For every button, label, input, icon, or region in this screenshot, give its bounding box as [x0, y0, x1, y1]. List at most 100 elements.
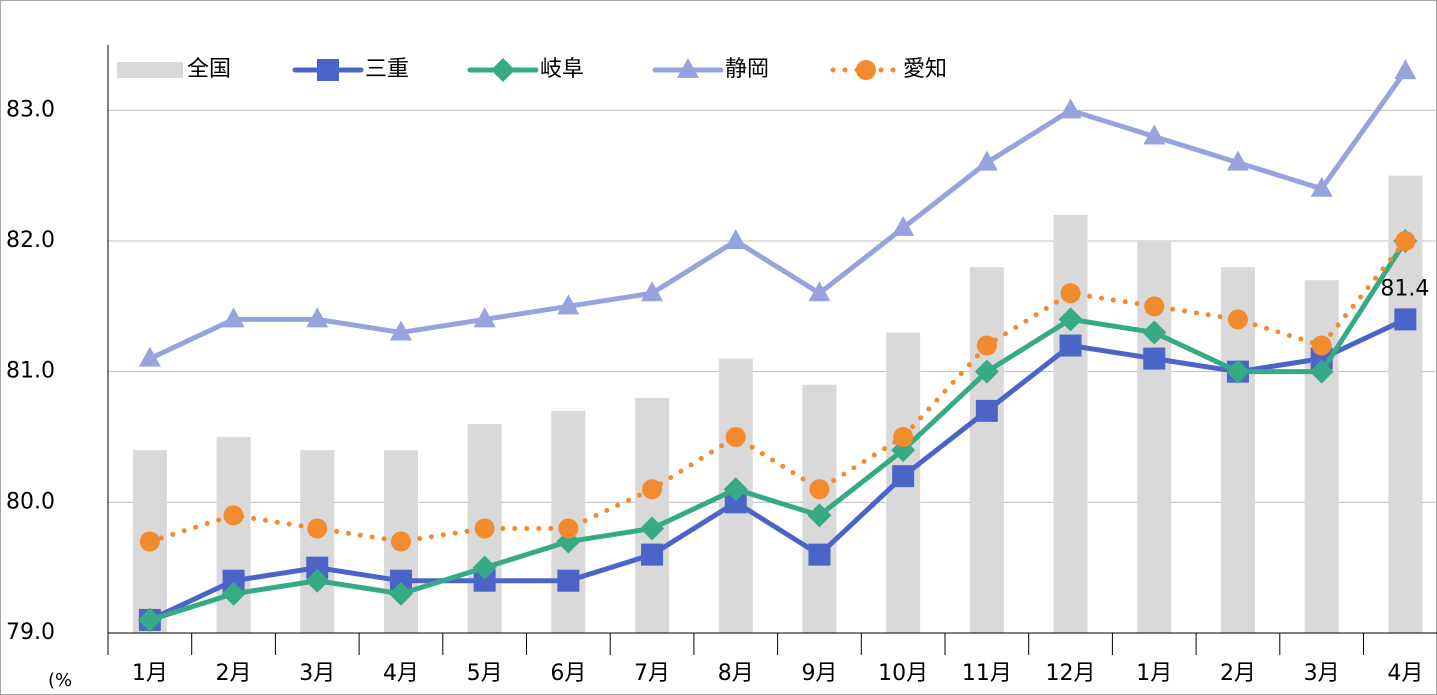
- marker-diamond: [807, 503, 832, 528]
- marker-triangle: [473, 307, 496, 328]
- marker-circle: [856, 60, 876, 80]
- legend-label: 全国: [187, 57, 231, 82]
- marker-circle: [474, 518, 495, 539]
- marker-triangle: [1226, 150, 1249, 171]
- y-tick-label: 80.0: [6, 489, 55, 514]
- marker-square: [389, 569, 412, 592]
- marker-diamond: [472, 555, 497, 580]
- legend-label: 三重: [365, 57, 409, 82]
- y-tick-label: 79.0: [6, 620, 55, 645]
- marker-diamond: [491, 58, 515, 82]
- marker-square: [641, 543, 664, 566]
- marker-square: [1059, 334, 1082, 357]
- x-tick-label: 5月: [467, 661, 503, 686]
- legend-label: 静岡: [725, 57, 769, 82]
- marker-circle: [1227, 309, 1248, 330]
- bar: [1304, 280, 1339, 633]
- marker-circle: [1395, 231, 1416, 251]
- marker-diamond: [640, 516, 665, 541]
- bar: [1053, 214, 1088, 633]
- marker-circle: [893, 427, 914, 447]
- legend-label: 愛知: [903, 57, 947, 82]
- marker-diamond: [305, 568, 330, 593]
- x-tick-label: 12月: [1046, 661, 1096, 686]
- x-tick-label: 10月: [878, 661, 928, 686]
- x-tick-label: 9月: [801, 661, 837, 686]
- marker-circle: [307, 518, 328, 539]
- marker-triangle: [1394, 59, 1417, 80]
- x-tick-label: 1月: [1136, 661, 1172, 686]
- line: [147, 238, 1408, 545]
- marker-diamond: [1225, 359, 1250, 384]
- marker-triangle: [677, 58, 699, 78]
- bar: [969, 267, 1004, 633]
- bar: [635, 397, 670, 633]
- marker-triangle: [724, 229, 747, 249]
- legend-label: 岐阜: [540, 57, 584, 82]
- x-tick-label: 3月: [299, 661, 335, 686]
- marker-circle: [1311, 335, 1332, 356]
- x-tick-label: 6月: [550, 661, 586, 686]
- y-axis-label: (%: [48, 670, 72, 691]
- x-tick-label: 3月: [1304, 661, 1340, 686]
- marker-circle: [139, 531, 160, 552]
- marker-circle: [1060, 283, 1081, 304]
- marker-triangle: [306, 307, 329, 328]
- line: [147, 238, 1408, 623]
- bar: [300, 450, 335, 633]
- marker-square: [473, 569, 496, 592]
- y-tick-label: 81.0: [6, 359, 55, 384]
- marker-square: [306, 556, 329, 579]
- marker-circle: [725, 427, 746, 447]
- marker-circle: [642, 479, 663, 500]
- x-tick-label: 2月: [216, 661, 252, 686]
- marker-diamond: [1058, 307, 1083, 332]
- x-tick-label: 11月: [962, 661, 1012, 686]
- marker-circle: [390, 531, 411, 552]
- marker-diamond: [388, 581, 413, 606]
- marker-triangle: [892, 215, 915, 236]
- marker-square: [557, 569, 580, 592]
- x-tick-label: 8月: [718, 661, 754, 686]
- marker-diamond: [1309, 359, 1334, 384]
- legend-swatch: [117, 62, 183, 78]
- marker-diamond: [974, 359, 999, 384]
- x-tick-label: 2月: [1220, 661, 1256, 686]
- marker-triangle: [1310, 176, 1333, 197]
- marker-triangle: [808, 281, 831, 302]
- marker-circle: [809, 479, 830, 500]
- marker-square: [724, 491, 747, 514]
- y-tick-label: 83.0: [6, 97, 55, 122]
- line: [147, 68, 1408, 362]
- marker-triangle: [557, 294, 580, 315]
- marker-square: [1394, 308, 1417, 331]
- marker-square: [1143, 347, 1166, 370]
- marker-circle: [1144, 296, 1165, 317]
- marker-triangle: [1059, 98, 1082, 119]
- marker-diamond: [137, 607, 162, 632]
- marker-triangle: [1143, 124, 1166, 145]
- marker-diamond: [723, 477, 748, 502]
- marker-triangle: [975, 150, 998, 171]
- y-tick-label: 82.0: [6, 228, 55, 253]
- x-tick-label: 1月: [132, 661, 168, 686]
- line: [147, 316, 1408, 623]
- marker-triangle: [138, 346, 161, 367]
- marker-diamond: [221, 581, 246, 606]
- marker-triangle: [222, 307, 245, 328]
- x-tick-label: 7月: [634, 661, 670, 686]
- marker-triangle: [641, 281, 664, 302]
- marker-square: [222, 569, 245, 592]
- data-label: 81.4: [1380, 276, 1429, 301]
- marker-square: [975, 399, 998, 422]
- marker-circle: [976, 335, 997, 356]
- x-tick-label: 4月: [1387, 661, 1423, 686]
- marker-square: [892, 465, 915, 488]
- marker-triangle: [389, 320, 412, 341]
- marker-diamond: [1142, 320, 1167, 345]
- marker-square: [317, 59, 339, 81]
- marker-square: [808, 543, 831, 566]
- x-tick-label: 4月: [383, 661, 419, 686]
